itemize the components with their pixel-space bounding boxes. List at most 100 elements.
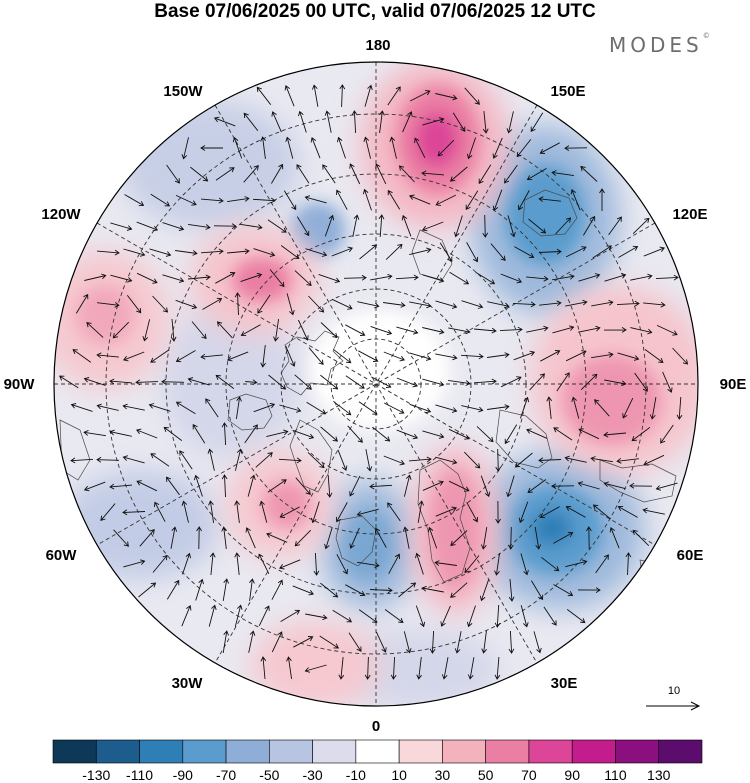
- wind-vector: [175, 401, 196, 415]
- wind-vector: [138, 582, 157, 598]
- wind-vector: [215, 374, 235, 389]
- wind-vector: [333, 348, 352, 364]
- wind-vector: [362, 188, 372, 211]
- lon-label-30e: 30E: [551, 675, 578, 692]
- wind-vector: [634, 372, 648, 392]
- wind-vector: [387, 502, 401, 522]
- wind-vector: [243, 112, 259, 131]
- wind-vector: [280, 609, 301, 622]
- wind-vector: [142, 319, 151, 342]
- wind-vector: [369, 483, 393, 490]
- colorbar-label: 130: [647, 767, 671, 783]
- wind-vector: [113, 529, 129, 547]
- wind-vector: [166, 164, 180, 184]
- wind-vector: [72, 349, 92, 363]
- wind-vector: [533, 631, 542, 654]
- wind-vector: [324, 214, 335, 237]
- wind-vector: [480, 527, 488, 550]
- wind-vector: [499, 326, 523, 333]
- colorbar-box: [528, 739, 573, 764]
- wind-vector: [429, 630, 436, 654]
- wind-vector: [439, 242, 453, 263]
- wind-vector: [234, 552, 241, 575]
- wind-vector: [379, 110, 385, 133]
- wind-vector: [460, 353, 484, 360]
- wind-vector: [578, 325, 601, 333]
- wind-vector: [538, 248, 562, 255]
- wind-vector: [461, 405, 484, 413]
- wind-vector: [324, 527, 333, 550]
- wind-vector: [208, 500, 215, 523]
- wind-vector: [255, 452, 273, 468]
- wind-vector: [332, 609, 353, 623]
- wind-vector: [526, 275, 549, 282]
- wind-vector: [260, 656, 267, 680]
- wind-vector: [326, 474, 333, 498]
- wind-vector: [227, 351, 249, 362]
- wind-vector: [383, 302, 406, 308]
- wind-vector: [234, 500, 240, 523]
- wind-vector: [467, 657, 475, 680]
- wind-vector: [461, 300, 484, 309]
- wind-vector: [320, 582, 339, 598]
- wind-vector: [448, 327, 471, 335]
- wind-vector: [409, 194, 431, 205]
- wind-vector: [96, 456, 120, 463]
- wind-vector: [136, 221, 159, 232]
- wind-vector: [122, 509, 146, 516]
- wind-vector: [70, 403, 93, 412]
- wind-vector: [374, 527, 387, 548]
- wind-vector: [292, 585, 314, 596]
- wind-vector: [213, 116, 236, 127]
- wind-vector: [528, 218, 547, 234]
- wind-vector: [245, 527, 256, 549]
- wind-vector: [333, 400, 352, 416]
- wind-vector: [208, 604, 217, 627]
- colorbar-box: [398, 739, 443, 764]
- wind-vector: [96, 352, 119, 359]
- wind-vector: [363, 136, 372, 159]
- wind-vector: [517, 190, 530, 211]
- wind-vector: [476, 426, 494, 443]
- wind-vector: [395, 274, 419, 281]
- wind-vector: [385, 243, 403, 260]
- wind-vector: [518, 501, 529, 524]
- wind-vector: [479, 579, 490, 602]
- wind-vector: [543, 606, 557, 626]
- wind-vector: [123, 248, 146, 257]
- colorbar-box: [269, 739, 313, 764]
- wind-vector: [492, 137, 503, 159]
- wind-vector: [148, 403, 171, 412]
- wind-vector: [538, 457, 562, 464]
- wind-vector: [422, 327, 445, 335]
- wind-vector: [279, 404, 302, 413]
- wind-vector: [390, 656, 397, 680]
- wind-vector: [450, 582, 468, 598]
- wind-vector: [135, 379, 159, 386]
- wind-vector: [604, 379, 627, 387]
- wind-vector: [473, 378, 497, 385]
- wind-vector: [293, 636, 314, 648]
- wind-vector: [162, 274, 185, 283]
- colorbar-label: 30: [435, 767, 451, 783]
- wind-vector: [463, 451, 481, 469]
- wind-vector: [473, 327, 497, 334]
- wind-vector: [383, 455, 405, 466]
- wind-vector: [398, 165, 415, 183]
- wind-vector: [421, 170, 445, 177]
- wind-vector: [475, 271, 496, 285]
- wind-vector: [396, 377, 418, 388]
- wind-vector: [396, 429, 419, 440]
- wind-vector: [280, 245, 300, 259]
- wind-vector: [232, 136, 243, 159]
- wind-vector: [320, 374, 339, 390]
- wind-vector: [526, 428, 548, 439]
- wind-vector: [422, 378, 445, 387]
- wind-vector: [570, 189, 581, 211]
- wind-vector: [643, 246, 665, 257]
- wind-vector: [349, 163, 361, 185]
- wind-vector: [190, 166, 209, 182]
- wind-vector: [175, 350, 196, 363]
- wind-vector: [662, 371, 673, 393]
